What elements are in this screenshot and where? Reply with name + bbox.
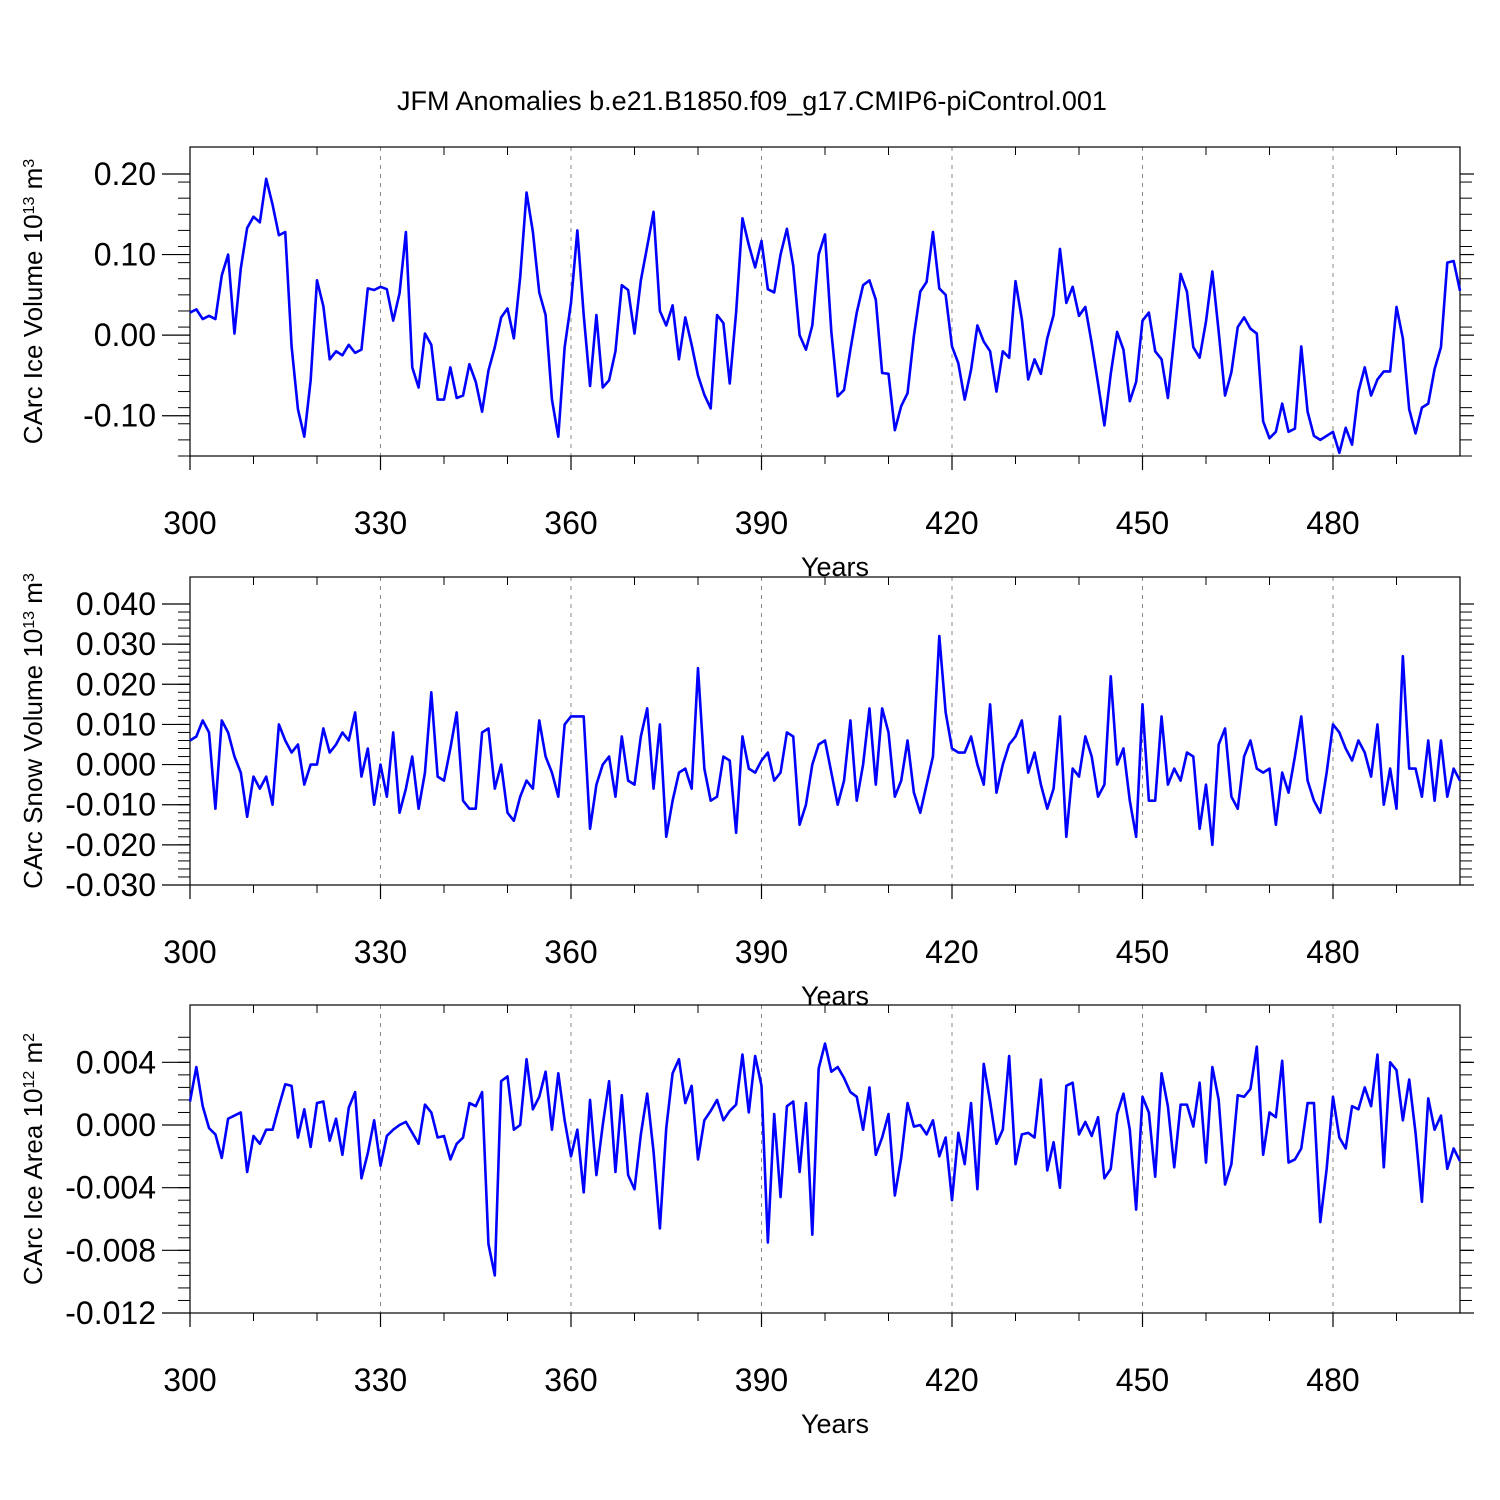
ice-volume-ylabel-base: CArc Ice Volume 10 [18, 214, 48, 444]
ice-area-ytick-label: 0.004 [76, 1044, 156, 1080]
ice-volume-xtick-label: 360 [544, 505, 597, 541]
ice-area-xtick-label: 390 [735, 1362, 788, 1398]
snow-volume-panel: 300 330 360 390 420 450 480 -0.030 -0.020 -0.010 0… [18, 573, 1474, 1011]
ice-area-ylabel-unit-exp: 2 [21, 1033, 38, 1042]
ice-volume-ytick-label: -0.10 [83, 398, 156, 434]
ice-volume-xtick-label: 420 [925, 505, 978, 541]
snow-volume-xtick-label: 420 [925, 934, 978, 970]
ice-volume-ylabel-unit-exp: 3 [21, 159, 38, 168]
ice-area-xtick-label: 450 [1116, 1362, 1169, 1398]
snow-volume-xtick-label: 360 [544, 934, 597, 970]
ice-volume-xtick-label: 330 [354, 505, 407, 541]
snow-volume-ytick-label: 0.000 [76, 747, 156, 783]
ice-area-xlabel: Years [801, 1409, 869, 1439]
snow-volume-ylabel-unit: m [18, 582, 48, 611]
ice-area-xtick-label: 300 [163, 1362, 216, 1398]
ice-volume-ytick-label: 0.10 [94, 237, 156, 273]
ice-volume-panel: 300 330 360 390 420 450 480-0.100.000.100.20Ye… [18, 146, 1474, 582]
snow-volume-ylabel-exp: 13 [21, 611, 38, 629]
ice-area-xtick-label: 360 [544, 1362, 597, 1398]
ice-area-xtick-label: 420 [925, 1362, 978, 1398]
ice-volume-series-line [189, 177, 1462, 455]
ice-area-ytick-label: -0.004 [65, 1170, 156, 1206]
snow-volume-ytick-label: -0.030 [65, 867, 156, 903]
ice-area-xtick-label: 480 [1306, 1362, 1359, 1398]
ice-volume-ylabel: CArc Ice Volume 1013 m3 [18, 159, 48, 444]
ice-area-series-line [188, 1042, 1462, 1277]
ice-area-ylabel-base: CArc Ice Area 10 [18, 1089, 48, 1286]
ice-area-ylabel-exp: 12 [21, 1071, 38, 1089]
ice-area-ytick-label: -0.012 [65, 1295, 156, 1331]
snow-volume-ytick-label: -0.010 [65, 787, 156, 823]
snow-volume-ytick-label: 0.010 [76, 706, 156, 742]
ice-volume-ylabel-unit: m [18, 168, 48, 197]
snow-volume-ytick-label: 0.040 [76, 586, 156, 622]
snow-volume-ytick-label: -0.020 [65, 827, 156, 863]
snow-volume-ylabel-unit-exp: 3 [21, 573, 38, 582]
snow-volume-xtick-label: 300 [163, 934, 216, 970]
ice-volume-xtick-label: 390 [735, 505, 788, 541]
ice-volume-xtick-label: 300 [163, 505, 216, 541]
snow-volume-xtick-label: 450 [1116, 934, 1169, 970]
ice-volume-ylabel-exp: 13 [21, 197, 38, 215]
snow-volume-ylabel-base: CArc Snow Volume 10 [18, 629, 48, 889]
ice-volume-xtick-label: 480 [1306, 505, 1359, 541]
ice-volume-ytick-label: 0.20 [94, 156, 156, 192]
snow-volume-ylabel: CArc Snow Volume 1013 m3 [18, 573, 48, 889]
snow-volume-ytick-label: 0.030 [76, 626, 156, 662]
snow-volume-xtick-label: 390 [735, 934, 788, 970]
snow-volume-xtick-label: 480 [1306, 934, 1359, 970]
snow-volume-xtick-label: 330 [354, 934, 407, 970]
ice-area-ylabel-unit: m [18, 1042, 48, 1071]
ice-area-ytick-label: -0.008 [65, 1232, 156, 1268]
ice-area-ytick-label: 0.000 [76, 1107, 156, 1143]
snow-volume-series-line [189, 634, 1462, 847]
ice-area-panel: 300 330 360 390 420 450 480 -0.012 -0.008 -0.004 0… [18, 1004, 1474, 1439]
snow-volume-xlabel: Years [801, 981, 869, 1011]
ice-volume-ytick-label: 0.00 [94, 317, 156, 353]
ice-area-ylabel: CArc Ice Area 1012 m2 [18, 1033, 48, 1285]
snow-volume-ytick-label: 0.020 [76, 666, 156, 702]
ice-area-xtick-label: 330 [354, 1362, 407, 1398]
figure-title: JFM Anomalies b.e21.B1850.f09_g17.CMIP6-… [397, 86, 1107, 116]
ice-volume-xtick-label: 450 [1116, 505, 1169, 541]
